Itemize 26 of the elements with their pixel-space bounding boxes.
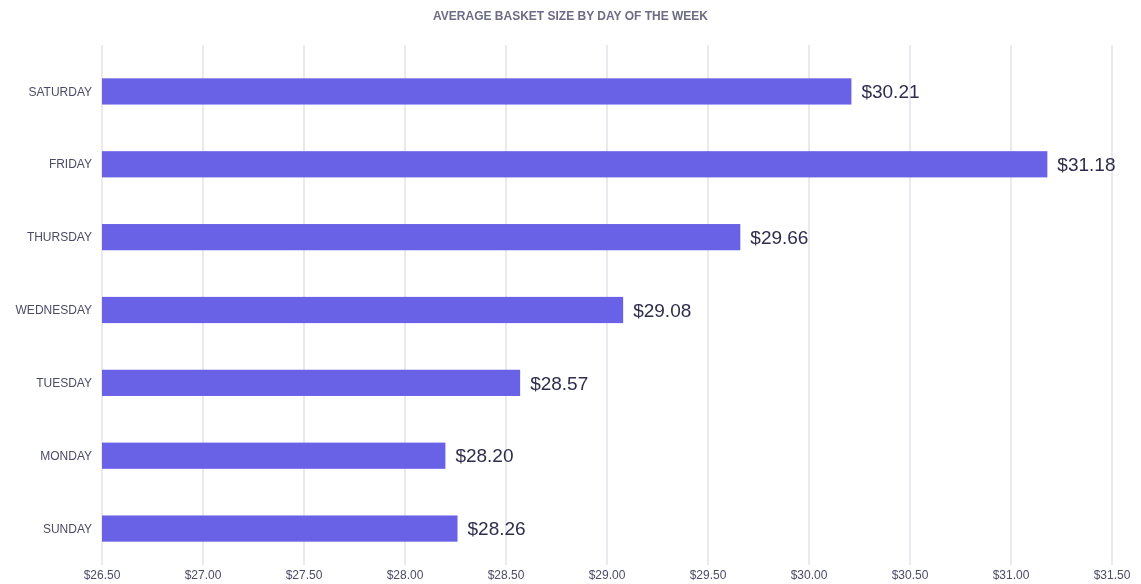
- x-tick-label: $26.50: [83, 568, 121, 582]
- y-tick-label: MONDAY: [40, 448, 92, 463]
- x-tick-label: $29.50: [689, 568, 727, 582]
- y-tick-label: THURSDAY: [26, 230, 92, 245]
- x-tick-label: $31.00: [992, 568, 1030, 582]
- data-label: $29.66: [750, 226, 809, 248]
- data-label: $29.08: [633, 299, 692, 321]
- y-tick-label: FRIDAY: [48, 157, 92, 172]
- y-tick-label: WEDNESDAY: [15, 303, 92, 318]
- x-tick-label: $30.50: [891, 568, 929, 582]
- x-tick-label: $28.00: [386, 568, 424, 582]
- x-tick-label: $27.00: [184, 568, 222, 582]
- x-tick-label: $31.50: [1093, 568, 1131, 582]
- chart-title: AVERAGE BASKET SIZE BY DAY OF THE WEEK: [433, 9, 709, 23]
- y-tick-label: SATURDAY: [28, 84, 92, 99]
- x-tick-label: $27.50: [285, 568, 323, 582]
- x-tick-label: $28.50: [487, 568, 525, 582]
- data-label: $30.21: [861, 81, 920, 103]
- data-label: $28.26: [467, 518, 526, 540]
- data-label: $28.20: [455, 445, 514, 467]
- x-tick-label: $29.00: [588, 568, 626, 582]
- data-label: $28.57: [530, 372, 589, 394]
- y-tick-label: SUNDAY: [42, 521, 92, 536]
- data-label: $31.18: [1057, 153, 1116, 175]
- y-tick-label: TUESDAY: [36, 376, 92, 391]
- x-tick-label: $30.00: [790, 568, 828, 582]
